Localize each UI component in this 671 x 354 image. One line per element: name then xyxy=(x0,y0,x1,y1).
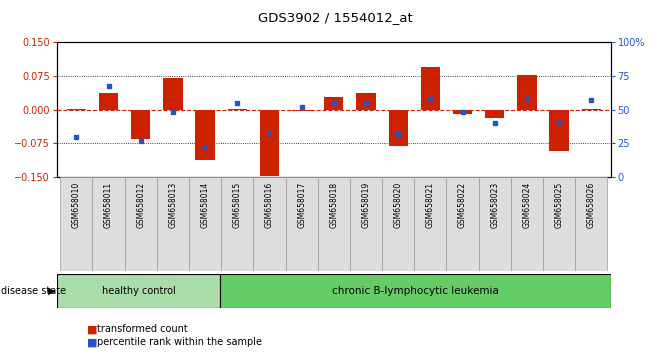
Bar xyxy=(57,274,220,308)
Bar xyxy=(382,177,414,271)
Bar xyxy=(575,177,607,271)
Text: disease state: disease state xyxy=(1,286,66,296)
Text: GSM658017: GSM658017 xyxy=(297,182,306,228)
Bar xyxy=(478,177,511,271)
Bar xyxy=(286,177,318,271)
Bar xyxy=(125,177,157,271)
Text: GSM658012: GSM658012 xyxy=(136,182,145,228)
Text: GSM658025: GSM658025 xyxy=(555,182,564,228)
Text: transformed count: transformed count xyxy=(97,324,188,334)
Bar xyxy=(582,109,601,110)
Text: ■: ■ xyxy=(87,324,98,334)
Bar xyxy=(189,177,221,271)
Bar xyxy=(453,110,472,114)
Text: GSM658022: GSM658022 xyxy=(458,182,467,228)
Bar xyxy=(66,109,86,110)
Text: GSM658018: GSM658018 xyxy=(329,182,338,228)
Bar xyxy=(60,177,93,271)
Bar xyxy=(93,177,125,271)
Bar xyxy=(131,110,150,139)
Text: GSM658016: GSM658016 xyxy=(265,182,274,228)
Text: healthy control: healthy control xyxy=(101,286,175,296)
Bar xyxy=(324,97,344,110)
Bar xyxy=(350,177,382,271)
Text: GSM658015: GSM658015 xyxy=(233,182,242,228)
Bar xyxy=(511,177,543,271)
Text: GSM658010: GSM658010 xyxy=(72,182,81,228)
Bar xyxy=(543,177,575,271)
Bar xyxy=(517,75,537,110)
Text: GSM658014: GSM658014 xyxy=(201,182,209,228)
Text: ▶: ▶ xyxy=(48,286,55,296)
Text: GSM658024: GSM658024 xyxy=(523,182,531,228)
Text: GSM658013: GSM658013 xyxy=(168,182,177,228)
Text: ■: ■ xyxy=(87,337,98,347)
Text: GSM658019: GSM658019 xyxy=(362,182,370,228)
Bar xyxy=(550,110,569,152)
Bar xyxy=(220,274,611,308)
Bar xyxy=(163,78,183,110)
Text: GSM658021: GSM658021 xyxy=(426,182,435,228)
Bar xyxy=(421,67,440,110)
Text: percentile rank within the sample: percentile rank within the sample xyxy=(97,337,262,347)
Text: GSM658011: GSM658011 xyxy=(104,182,113,228)
Bar xyxy=(195,110,215,160)
Bar xyxy=(356,93,376,110)
Bar xyxy=(446,177,478,271)
Bar xyxy=(389,110,408,145)
Bar xyxy=(485,110,505,118)
Text: GDS3902 / 1554012_at: GDS3902 / 1554012_at xyxy=(258,11,413,24)
Text: GSM658020: GSM658020 xyxy=(394,182,403,228)
Bar xyxy=(292,110,311,111)
Bar xyxy=(99,93,118,110)
Text: chronic B-lymphocytic leukemia: chronic B-lymphocytic leukemia xyxy=(331,286,499,296)
Bar xyxy=(254,177,286,271)
Bar xyxy=(227,109,247,110)
Bar xyxy=(414,177,446,271)
Bar xyxy=(318,177,350,271)
Text: GSM658023: GSM658023 xyxy=(491,182,499,228)
Bar xyxy=(221,177,254,271)
Bar xyxy=(157,177,189,271)
Text: GSM658026: GSM658026 xyxy=(587,182,596,228)
Bar xyxy=(260,110,279,176)
